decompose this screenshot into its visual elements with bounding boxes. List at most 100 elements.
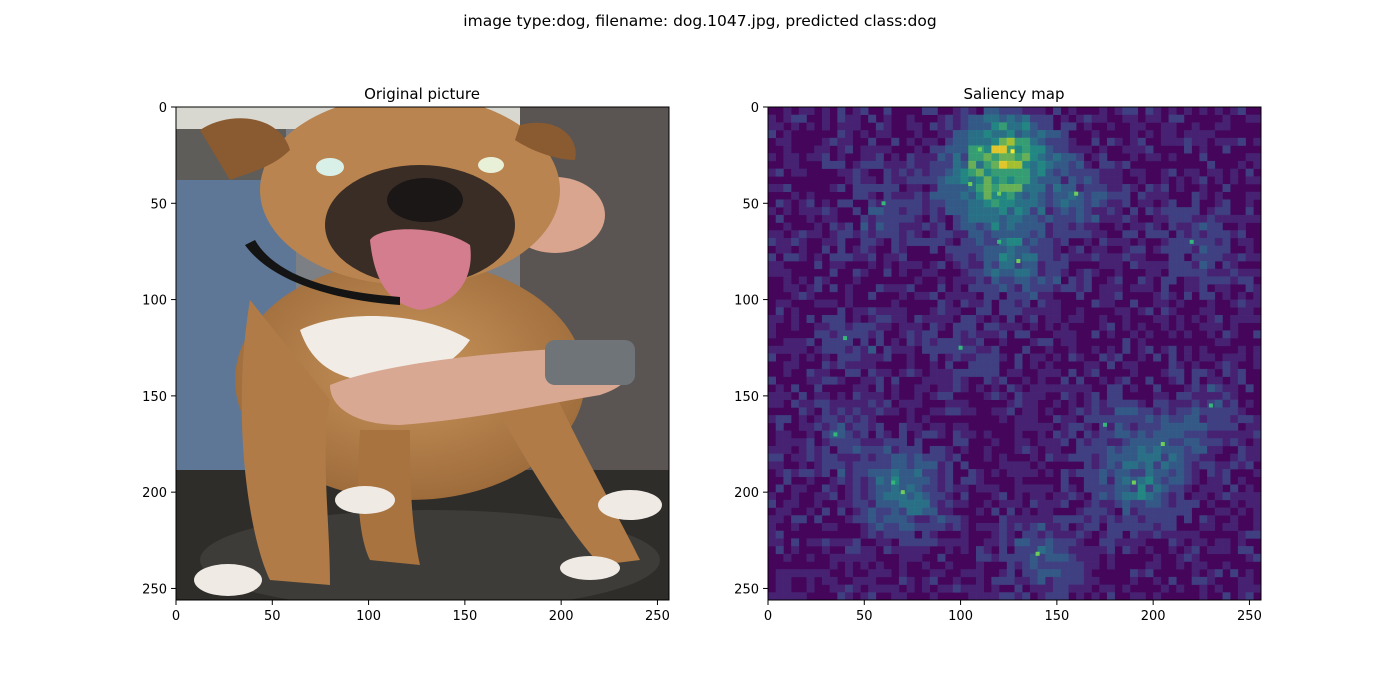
saliency-cell [968, 230, 976, 238]
saliency-cell [976, 484, 984, 492]
saliency-cell [976, 569, 984, 577]
saliency-cell [991, 269, 999, 277]
saliency-cell [837, 230, 845, 238]
saliency-cell [1007, 207, 1015, 215]
saliency-cell [1061, 492, 1069, 500]
saliency-cell [783, 223, 791, 231]
saliency-cell [1176, 253, 1184, 261]
saliency-cell [1015, 423, 1023, 431]
saliency-cell [837, 107, 845, 115]
saliency-cell [1169, 246, 1177, 254]
saliency-cell [845, 484, 853, 492]
saliency-cell [791, 315, 799, 323]
saliency-cell [868, 138, 876, 146]
saliency-cell [853, 407, 861, 415]
figure-suptitle: image type:dog, filename: dog.1047.jpg, … [463, 12, 936, 30]
saliency-cell [814, 346, 822, 354]
saliency-cell [1253, 508, 1261, 516]
saliency-cell [814, 300, 822, 308]
saliency-cell [999, 146, 1007, 154]
saliency-cell [899, 346, 907, 354]
saliency-cell [822, 315, 830, 323]
saliency-cell [1238, 315, 1246, 323]
saliency-cell [922, 585, 930, 593]
saliency-cell [999, 407, 1007, 415]
saliency-cell [1053, 307, 1061, 315]
saliency-cell [1061, 531, 1069, 539]
saliency-cell [1045, 184, 1053, 192]
saliency-cell [876, 223, 884, 231]
saliency-cell [999, 330, 1007, 338]
saliency-cell [984, 300, 992, 308]
saliency-cell [1045, 315, 1053, 323]
saliency-cell [768, 207, 776, 215]
saliency-cell [976, 508, 984, 516]
saliency-cell [1199, 400, 1207, 408]
saliency-cell [768, 446, 776, 454]
saliency-cell [1130, 577, 1138, 585]
saliency-cell [776, 238, 784, 246]
saliency-cell [837, 238, 845, 246]
saliency-cell [1192, 199, 1200, 207]
saliency-cell [914, 523, 922, 531]
saliency-cell [1015, 461, 1023, 469]
saliency-cell [1199, 238, 1207, 246]
saliency-cell [1207, 369, 1215, 377]
saliency-cell [1084, 561, 1092, 569]
saliency-cell [783, 276, 791, 284]
saliency-cell [807, 292, 815, 300]
saliency-cell [830, 269, 838, 277]
saliency-cell [1122, 400, 1130, 408]
saliency-cell [891, 454, 899, 462]
saliency-cell [1038, 384, 1046, 392]
saliency-cell [1068, 169, 1076, 177]
saliency-cell [1084, 392, 1092, 400]
saliency-cell [837, 431, 845, 439]
saliency-cell [1176, 138, 1184, 146]
saliency-cell [1030, 253, 1038, 261]
saliency-cell [860, 400, 868, 408]
saliency-cell [791, 161, 799, 169]
saliency-cell [1153, 292, 1161, 300]
saliency-cell [1207, 461, 1215, 469]
saliency-cell [1222, 538, 1230, 546]
saliency-cell [791, 354, 799, 362]
saliency-cell [1122, 238, 1130, 246]
saliency-cell [1122, 515, 1130, 523]
saliency-cell [937, 184, 945, 192]
saliency-cell [999, 577, 1007, 585]
saliency-cell [1122, 423, 1130, 431]
saliency-cell [1107, 361, 1115, 369]
saliency-cell [783, 361, 791, 369]
saliency-cell [1130, 461, 1138, 469]
saliency-cell [961, 176, 969, 184]
saliency-cell [860, 330, 868, 338]
saliency-cell [937, 207, 945, 215]
saliency-cell [1253, 523, 1261, 531]
saliency-cell [1061, 454, 1069, 462]
saliency-cell [899, 207, 907, 215]
saliency-cell [1169, 215, 1177, 223]
saliency-cell [814, 461, 822, 469]
saliency-cell [961, 500, 969, 508]
saliency-cell [899, 508, 907, 516]
saliency-cell [1022, 130, 1030, 138]
saliency-cell [930, 446, 938, 454]
x-tick-label: 50 [264, 609, 281, 624]
saliency-cell [1030, 338, 1038, 346]
saliency-cell [1030, 561, 1038, 569]
saliency-cell [1153, 223, 1161, 231]
saliency-cell [1161, 199, 1169, 207]
saliency-cell [1045, 554, 1053, 562]
saliency-cell [822, 138, 830, 146]
saliency-cell [1253, 115, 1261, 123]
saliency-cell [1007, 569, 1015, 577]
saliency-cell [1053, 261, 1061, 269]
saliency-cell [1053, 246, 1061, 254]
saliency-cell [1207, 484, 1215, 492]
saliency-cell [945, 492, 953, 500]
saliency-cell [1007, 500, 1015, 508]
saliency-cell [783, 415, 791, 423]
saliency-cell [937, 446, 945, 454]
saliency-cell [922, 384, 930, 392]
